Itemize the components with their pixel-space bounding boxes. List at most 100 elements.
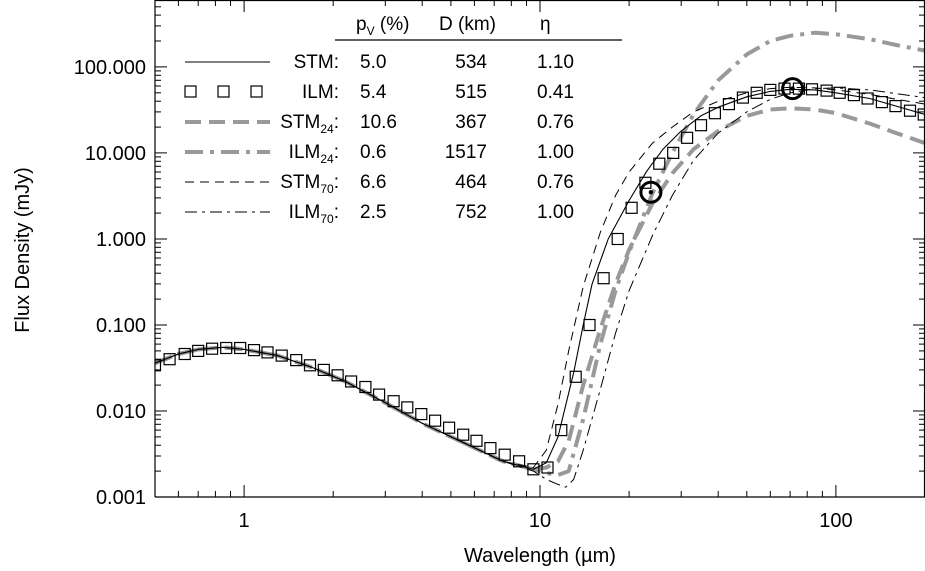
legend-pv-value: 5.0 bbox=[360, 52, 386, 73]
ilm-square-marker bbox=[889, 99, 902, 113]
legend-diameter-value: 464 bbox=[455, 172, 487, 193]
ilm-square-marker bbox=[847, 88, 861, 102]
y-axis-title: Flux Density (mJy) bbox=[12, 167, 34, 333]
y-tick-label: 10.000 bbox=[85, 143, 146, 165]
ilm-square-marker bbox=[736, 91, 750, 104]
ilm-square-marker bbox=[163, 353, 176, 366]
observation-circle-marker bbox=[781, 77, 805, 101]
legend-eta-value: 0.76 bbox=[537, 112, 574, 133]
x-tick-label: 100 bbox=[819, 510, 852, 532]
series-ilm bbox=[155, 82, 925, 476]
observations-layer bbox=[639, 77, 805, 204]
legend-eta-value: 1.00 bbox=[537, 202, 574, 223]
ilm-square-marker bbox=[317, 363, 330, 376]
legend-header-diameter: D (km) bbox=[439, 14, 496, 35]
x-axis-title: Wavelength (µm) bbox=[464, 545, 616, 567]
legend-row-ilm: ILM: 5.4 515 0.41 bbox=[184, 82, 574, 103]
legend-diameter-value: 1517 bbox=[445, 142, 487, 163]
legend-eta-value: 1.10 bbox=[537, 52, 574, 73]
ilm-square-marker bbox=[261, 346, 274, 359]
ilm-square-marker bbox=[903, 104, 917, 117]
ilm-square-marker bbox=[764, 83, 777, 97]
ilm-square-marker bbox=[220, 341, 233, 355]
x-tick-label: 1 bbox=[239, 510, 250, 532]
legend-eta-value: 1.00 bbox=[537, 142, 574, 163]
ilm-square-marker bbox=[611, 232, 624, 246]
legend-row-ilm24: ILM24: 0.6 1517 1.00 bbox=[185, 142, 574, 166]
ilm-square-marker bbox=[303, 359, 317, 372]
ilm-square-marker bbox=[875, 95, 889, 109]
legend-series-label: ILM: bbox=[302, 82, 339, 103]
ilm-square-marker bbox=[415, 408, 428, 421]
legend-row-stm24: STM24: 10.6 367 0.76 bbox=[185, 112, 574, 136]
ilm-square-marker bbox=[457, 428, 470, 441]
ilm-square-marker bbox=[750, 86, 763, 99]
ilm-square-marker bbox=[597, 272, 610, 285]
ilm-square-marker bbox=[155, 359, 162, 372]
legend-square-marker bbox=[184, 85, 197, 98]
legend-series-label: ILM24: bbox=[289, 142, 339, 166]
ilm-square-marker bbox=[484, 442, 497, 455]
ilm-square-marker bbox=[206, 342, 219, 355]
legend-diameter-value: 752 bbox=[455, 202, 487, 223]
legend-pv-value: 2.5 bbox=[360, 202, 386, 223]
ilm-square-marker bbox=[833, 86, 846, 99]
y-tick-label: 0.100 bbox=[96, 315, 146, 337]
ilm-square-marker bbox=[861, 92, 874, 105]
ilm-square-marker bbox=[722, 97, 736, 111]
legend-diameter-value: 515 bbox=[455, 82, 487, 103]
ilm-square-marker bbox=[192, 344, 205, 357]
ilm-square-marker bbox=[443, 421, 456, 434]
ilm-square-marker bbox=[498, 448, 511, 461]
ilm-square-marker bbox=[569, 370, 582, 383]
legend-pv-value: 10.6 bbox=[360, 112, 397, 133]
y-tick-label: 0.001 bbox=[96, 487, 146, 509]
y-tick-label: 0.010 bbox=[96, 401, 146, 423]
x-tick-label: 10 bbox=[529, 510, 551, 532]
legend-eta-value: 0.41 bbox=[537, 82, 574, 103]
ilm-square-marker bbox=[820, 84, 833, 97]
legend-eta-value: 0.76 bbox=[537, 172, 574, 193]
ilm-square-marker bbox=[653, 157, 666, 170]
legend: pV (%) D (km) η STM: 5.0 534 1.10 ILM: 5.4 515… bbox=[184, 14, 622, 226]
ticks-layer bbox=[154, 0, 925, 498]
ilm-square-marker bbox=[345, 375, 358, 388]
observation-circle-marker bbox=[639, 180, 663, 204]
ilm-square-marker bbox=[470, 434, 483, 447]
ilm-square-marker bbox=[667, 146, 680, 159]
legend-square-marker bbox=[217, 85, 230, 98]
legend-row-stm70: STM70: 6.6 464 0.76 bbox=[185, 172, 574, 196]
ilm-square-marker bbox=[805, 83, 819, 96]
ilm-square-marker bbox=[247, 344, 261, 357]
ilm-square-marker bbox=[541, 461, 554, 474]
ilm-square-marker bbox=[234, 341, 247, 355]
ilm-square-marker bbox=[555, 424, 568, 437]
ilm-square-marker bbox=[625, 201, 638, 214]
legend-header-eta: η bbox=[540, 14, 551, 35]
ilm-square-marker bbox=[583, 318, 596, 332]
legend-header-pv: pV (%) bbox=[356, 14, 409, 38]
legend-diameter-value: 534 bbox=[455, 52, 487, 73]
series-stm70-line bbox=[155, 86, 925, 468]
legend-row-stm: STM: 5.0 534 1.10 bbox=[185, 52, 574, 73]
legend-pv-value: 5.4 bbox=[360, 82, 387, 103]
legend-series-label: STM24: bbox=[280, 112, 339, 136]
ilm-square-marker bbox=[359, 380, 372, 394]
y-tick-label: 100.000 bbox=[74, 57, 146, 79]
ilm-square-marker bbox=[331, 369, 344, 382]
ilm-square-marker bbox=[387, 395, 400, 408]
ilm-square-marker bbox=[429, 414, 442, 427]
legend-square-marker bbox=[250, 85, 263, 98]
axes-layer bbox=[154, 0, 925, 498]
series-stm70 bbox=[155, 86, 925, 468]
ilm-square-marker bbox=[290, 354, 303, 367]
ilm-square-marker bbox=[512, 455, 526, 468]
observation-center-dot bbox=[648, 190, 654, 195]
ilm-square-marker bbox=[680, 131, 694, 144]
ilm-square-marker bbox=[275, 349, 288, 362]
ilm-square-marker bbox=[527, 463, 540, 476]
legend-pv-value: 0.6 bbox=[360, 142, 386, 163]
ilm-square-marker bbox=[708, 107, 722, 120]
legend-row-ilm70: ILM70: 2.5 752 1.00 bbox=[185, 202, 574, 226]
